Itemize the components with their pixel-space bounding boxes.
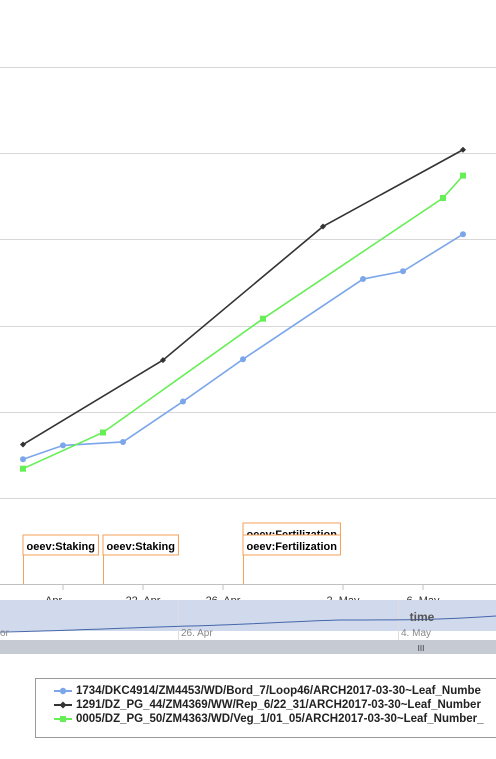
annotation-label: oeev:Staking	[27, 541, 95, 553]
data-point[interactable]	[100, 429, 106, 436]
navigator[interactable]: or 26. Apr 4. May time III	[0, 600, 496, 654]
data-point[interactable]	[260, 315, 266, 322]
series-line	[22, 175, 464, 470]
data-point[interactable]	[440, 195, 446, 202]
data-point[interactable]	[20, 465, 26, 472]
annotation-flag[interactable]: oeev:Staking	[102, 534, 179, 584]
data-point[interactable]	[400, 268, 406, 275]
line-chart: oeev:Staking oeev:Staking oeev:Fertilizati…	[0, 67, 496, 654]
navigator-tick-label: 26. Apr	[181, 628, 213, 639]
data-point[interactable]	[180, 398, 186, 405]
navigator-tick-label: 4. May	[401, 628, 431, 639]
data-point[interactable]	[60, 442, 66, 449]
data-point[interactable]	[120, 438, 126, 445]
data-point[interactable]	[460, 231, 466, 238]
legend-swatch-icon	[54, 716, 72, 722]
x-axis-title: time	[410, 610, 435, 624]
data-point[interactable]	[20, 441, 26, 448]
legend-item[interactable]: 0005/DZ_PG_50/ZM4363/WD/Veg_1/01_05/ARCH…	[54, 712, 496, 726]
annotation-box	[102, 534, 179, 556]
annotation-layer: oeev:Staking oeev:Staking oeev:Fertilizati…	[22, 522, 341, 584]
series-line	[22, 233, 464, 460]
annotation-flag[interactable]: oeev:Fertilization	[242, 534, 341, 584]
data-point[interactable]	[460, 146, 466, 153]
legend-swatch-icon	[54, 687, 72, 695]
data-point[interactable]	[460, 172, 466, 179]
navigator-selection[interactable]	[0, 600, 496, 631]
legend-label: 1734/DKC4914/ZM4453/WD/Bord_7/Loop46/ARC…	[76, 685, 481, 697]
legend-label: 1291/DZ_PG_44/ZM4369/WW/Rep_6/22_31/ARCH…	[76, 699, 481, 711]
scrollbar-grip-icon[interactable]: III	[418, 644, 425, 653]
legend-items: 1734/DKC4914/ZM4453/WD/Bord_7/Loop46/ARC…	[36, 679, 496, 726]
annotation-box	[22, 534, 99, 556]
annotation-label: oeev:Staking	[107, 541, 175, 553]
legend-swatch-icon	[54, 701, 72, 709]
navigator-tick-label: or	[0, 628, 10, 639]
series-layer	[20, 146, 466, 472]
legend-item[interactable]: 1291/DZ_PG_44/ZM4369/WW/Rep_6/22_31/ARCH…	[54, 698, 496, 712]
data-point[interactable]	[160, 357, 166, 364]
data-point[interactable]	[240, 356, 246, 363]
data-point[interactable]	[360, 276, 366, 283]
annotation-label: oeev:Fertilization	[247, 541, 338, 553]
legend: 1734/DKC4914/ZM4453/WD/Bord_7/Loop46/ARC…	[35, 678, 496, 738]
grid-lines	[0, 67, 496, 499]
data-point[interactable]	[20, 456, 26, 463]
navigator-scrollbar[interactable]	[0, 640, 496, 654]
legend-label: 0005/DZ_PG_50/ZM4363/WD/Veg_1/01_05/ARCH…	[76, 713, 484, 725]
series-line	[22, 149, 464, 446]
data-point[interactable]	[320, 223, 326, 230]
legend-item[interactable]: 1734/DKC4914/ZM4453/WD/Bord_7/Loop46/ARC…	[54, 684, 496, 698]
navigator-series	[0, 615, 496, 633]
annotation-flag[interactable]: oeev:Staking	[22, 534, 99, 584]
annotation-box	[242, 534, 341, 556]
